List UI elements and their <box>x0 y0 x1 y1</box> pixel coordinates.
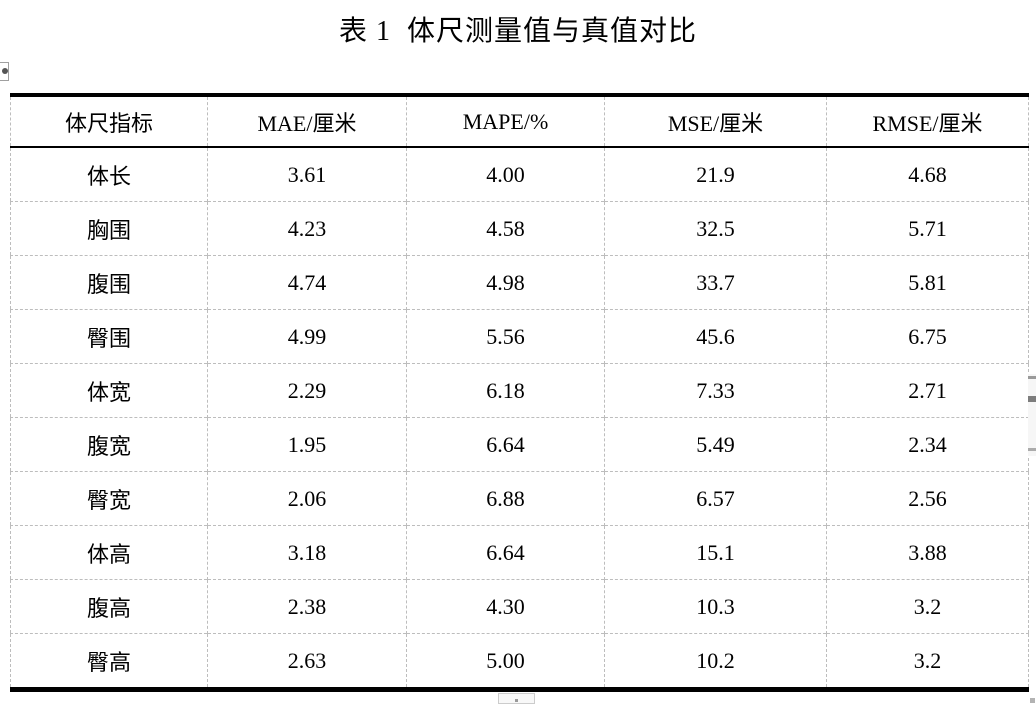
table-caption: 表 1 体尺测量值与真值对比 <box>338 16 697 47</box>
value-cell: 7.33 <box>604 363 827 418</box>
value-cell: 4.00 <box>406 147 605 202</box>
row-label: 臀围 <box>10 309 208 364</box>
row-label: 体高 <box>10 525 208 580</box>
value-cell: 45.6 <box>604 309 827 364</box>
scrollbar-mark-top <box>1028 376 1036 379</box>
table-body: 体长 3.61 4.00 21.9 4.68 胸围 4.23 4.58 32.5 5.71 腹围 4.… <box>10 147 1029 690</box>
table-row: 腹宽 1.95 6.64 5.49 2.34 <box>10 417 1029 472</box>
table-row: 臀高 2.63 5.00 10.2 3.2 <box>10 633 1029 690</box>
value-cell: 6.75 <box>826 309 1029 364</box>
value-cell: 1.95 <box>207 417 407 472</box>
value-cell: 10.3 <box>604 579 827 634</box>
value-cell: 2.56 <box>826 471 1029 526</box>
row-label: 臀宽 <box>10 471 208 526</box>
value-cell: 3.61 <box>207 147 407 202</box>
table-row: 臀围 4.99 5.56 45.6 6.75 <box>10 309 1029 364</box>
bottom-control-icon <box>515 699 518 702</box>
value-cell: 5.49 <box>604 417 827 472</box>
corner-mark <box>1030 698 1035 703</box>
column-header: RMSE/厘米 <box>826 95 1029 148</box>
value-cell: 3.88 <box>826 525 1029 580</box>
value-cell: 3.18 <box>207 525 407 580</box>
row-label: 腹宽 <box>10 417 208 472</box>
value-cell: 2.06 <box>207 471 407 526</box>
value-cell: 33.7 <box>604 255 827 310</box>
value-cell: 5.56 <box>406 309 605 364</box>
value-cell: 4.98 <box>406 255 605 310</box>
table-row: 臀宽 2.06 6.88 6.57 2.56 <box>10 471 1029 526</box>
value-cell: 4.58 <box>406 201 605 256</box>
value-cell: 15.1 <box>604 525 827 580</box>
value-cell: 5.81 <box>826 255 1029 310</box>
value-cell: 10.2 <box>604 633 827 690</box>
value-cell: 6.57 <box>604 471 827 526</box>
row-label: 体长 <box>86 163 131 189</box>
value-cell: 4.23 <box>207 201 407 256</box>
table-row: 腹高 2.38 4.30 10.3 3.2 <box>10 579 1029 634</box>
bottom-control-fragment[interactable] <box>498 693 535 704</box>
value-cell: 2.34 <box>826 417 1029 472</box>
table-row: 体长 3.61 4.00 21.9 4.68 <box>11 147 1029 202</box>
value-cell: 6.64 <box>406 525 605 580</box>
value-cell: 6.18 <box>406 363 605 418</box>
table-row: 体宽 2.29 6.18 7.33 2.71 <box>10 363 1029 418</box>
scrollbar-thumb[interactable] <box>1028 396 1036 402</box>
row-label: 腹高 <box>10 579 208 634</box>
value-cell: 4.30 <box>406 579 605 634</box>
value-cell: 6.88 <box>406 471 605 526</box>
value-cell: 21.9 <box>604 147 827 202</box>
value-cell: 2.71 <box>826 363 1029 418</box>
column-header: MAPE/% <box>406 95 605 148</box>
body-measurement-table: 体尺指标 MAE/厘米 MAPE/% MSE/厘米 RMSE/厘米 体长 3.61… <box>10 93 1029 692</box>
header-row: 体尺指标 MAE/厘米 MAPE/% MSE/厘米 RMSE/厘米 <box>10 95 1029 148</box>
value-cell: 4.68 <box>826 147 1029 202</box>
vertical-scrollbar[interactable] <box>1028 374 1036 456</box>
value-cell: 4.99 <box>207 309 407 364</box>
row-label: 臀高 <box>10 633 208 690</box>
row-label: 体宽 <box>10 363 208 418</box>
value-cell: 2.63 <box>207 633 407 690</box>
value-cell: 2.29 <box>207 363 407 418</box>
scrollbar-mark-bottom <box>1028 448 1036 451</box>
value-cell: 5.00 <box>406 633 605 690</box>
column-header: 体尺指标 <box>10 95 208 148</box>
value-cell: 6.64 <box>406 417 605 472</box>
row-label: 腹围 <box>10 255 208 310</box>
table-row: 腹围 4.74 4.98 33.7 5.81 <box>10 255 1029 310</box>
value-cell: 32.5 <box>604 201 827 256</box>
table-row: 胸围 4.23 4.58 32.5 5.71 <box>10 201 1029 256</box>
table-move-handle-icon <box>2 68 8 74</box>
value-cell: 4.74 <box>207 255 407 310</box>
table-move-handle[interactable] <box>0 62 9 81</box>
table-row: 体高 3.18 6.64 15.1 3.88 <box>10 525 1029 580</box>
value-cell: 3.2 <box>826 633 1029 690</box>
column-header: MSE/厘米 <box>604 95 827 148</box>
row-label: 胸围 <box>10 201 208 256</box>
value-cell: 3.2 <box>826 579 1029 634</box>
value-cell: 2.38 <box>207 579 407 634</box>
column-header: MAE/厘米 <box>207 95 407 148</box>
value-cell: 5.71 <box>826 201 1029 256</box>
